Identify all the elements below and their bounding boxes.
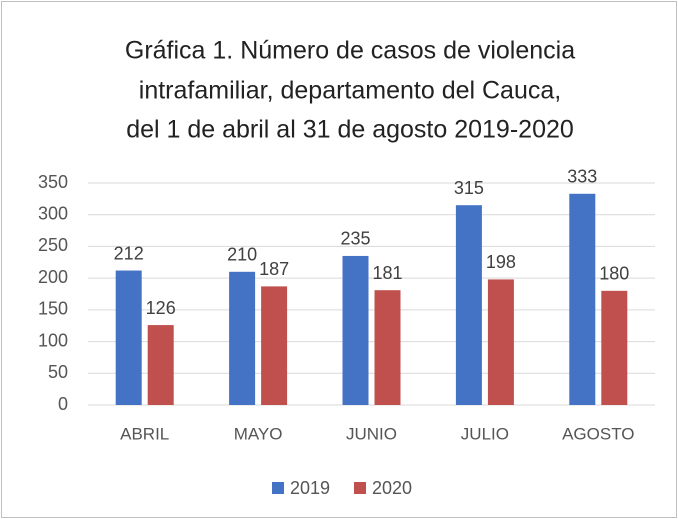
bar (374, 290, 401, 405)
legend-swatch (272, 482, 284, 494)
bar (115, 270, 142, 405)
legend-label: 2019 (290, 478, 330, 498)
legend-swatch (354, 482, 366, 494)
data-label: 126 (146, 298, 176, 318)
x-tick-label: JUNIO (346, 424, 397, 443)
x-tick-label: JULIO (461, 424, 509, 443)
data-label: 198 (486, 252, 516, 272)
chart-title: del 1 de abril al 31 de agosto 2019-2020 (126, 116, 574, 144)
y-tick-label: 200 (38, 267, 68, 287)
y-tick-label: 0 (58, 394, 68, 414)
bar (342, 255, 369, 405)
bar (569, 193, 596, 405)
y-tick-label: 350 (38, 172, 68, 192)
data-label: 181 (372, 263, 402, 283)
bar (455, 205, 482, 405)
data-label: 315 (454, 178, 484, 198)
data-label: 212 (114, 243, 144, 263)
x-tick-label: AGOSTO (562, 424, 634, 443)
bar (487, 279, 514, 405)
data-label: 235 (340, 229, 370, 249)
data-label: 210 (227, 245, 257, 265)
chart-title: Gráfica 1. Número de casos de violencia (125, 37, 575, 65)
bar (229, 271, 256, 405)
data-label: 187 (259, 259, 289, 279)
bar (601, 290, 628, 405)
y-tick-label: 50 (48, 362, 68, 382)
y-tick-label: 300 (38, 203, 68, 223)
legend-label: 2020 (372, 478, 412, 498)
y-tick-label: 100 (38, 330, 68, 350)
y-tick-label: 150 (38, 299, 68, 319)
x-tick-label: MAYO (234, 424, 283, 443)
y-tick-label: 250 (38, 235, 68, 255)
chart-title: intrafamiliar, departamento del Cauca, (139, 77, 561, 105)
data-label: 180 (599, 264, 629, 284)
data-label: 333 (567, 167, 597, 187)
x-tick-label: ABRIL (120, 424, 169, 443)
bar (261, 286, 288, 405)
bar (147, 325, 174, 405)
